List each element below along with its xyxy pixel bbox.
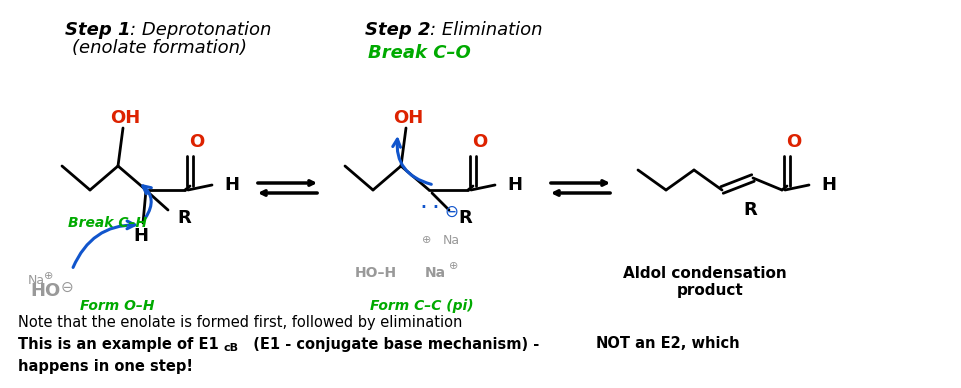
Text: This is an example of E1: This is an example of E1 [18,336,218,352]
Text: Na: Na [442,234,459,246]
Text: Form C–C (pi): Form C–C (pi) [370,299,473,313]
Text: H: H [134,227,148,245]
Text: cB: cB [224,343,238,353]
Text: Form O–H: Form O–H [80,299,155,313]
Text: happens in one step!: happens in one step! [18,359,193,374]
Text: Break C–H: Break C–H [68,216,147,230]
Text: product: product [676,284,743,298]
Text: Aldol condensation: Aldol condensation [623,265,786,281]
Text: Break C–O: Break C–O [368,44,470,62]
Text: Na: Na [28,274,45,288]
Text: (enolate formation): (enolate formation) [72,39,247,57]
Text: HO: HO [30,282,61,300]
Text: R: R [177,209,190,227]
Text: R: R [457,209,471,227]
Text: ⊕: ⊕ [44,271,53,281]
Text: ·: · [431,196,438,220]
Text: ⊕: ⊕ [449,261,457,271]
Text: HO–H: HO–H [355,266,397,280]
Text: : Deprotonation: : Deprotonation [130,21,271,39]
Text: H: H [506,176,522,194]
Text: Step 1: Step 1 [65,21,131,39]
Text: OH: OH [392,109,423,127]
Text: O: O [785,133,801,151]
Text: (E1 - conjugate base mechanism) -: (E1 - conjugate base mechanism) - [243,336,544,352]
Text: O: O [189,133,205,151]
Text: Na: Na [425,266,446,280]
Text: ⊕: ⊕ [422,235,431,245]
Text: ⊖: ⊖ [61,279,74,294]
Text: H: H [224,176,238,194]
Text: NOT: NOT [596,336,630,352]
Text: O: O [472,133,487,151]
Text: OH: OH [110,109,140,127]
Text: an E2, which: an E2, which [629,336,739,352]
Text: R: R [742,201,756,219]
Text: ·: · [419,196,427,220]
Text: H: H [820,176,835,194]
Text: Note that the enolate is formed first, followed by elimination: Note that the enolate is formed first, f… [18,315,462,329]
Text: Step 2: Step 2 [364,21,431,39]
Text: ⊖: ⊖ [444,203,457,221]
Text: : Elimination: : Elimination [430,21,542,39]
